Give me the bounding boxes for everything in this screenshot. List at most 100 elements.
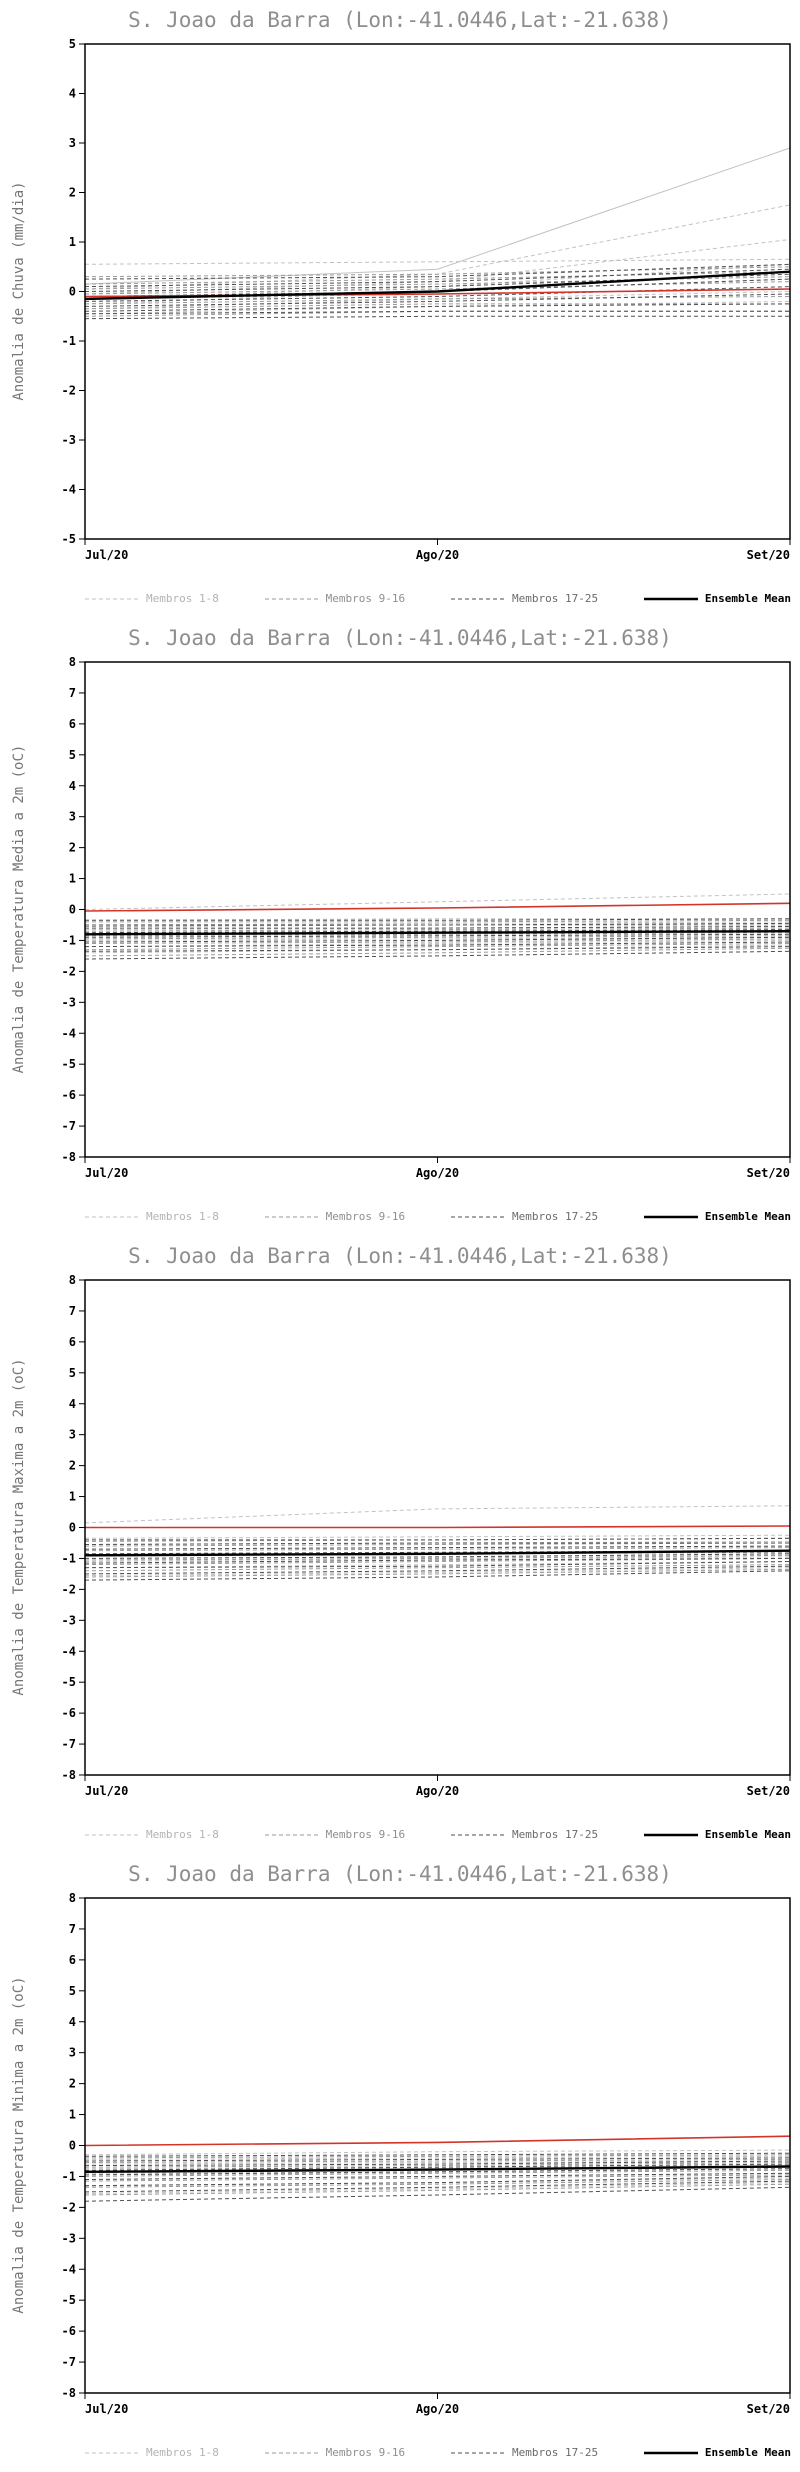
series-line-m17_25 bbox=[84, 2160, 791, 2167]
legend-label: Ensemble Mean bbox=[704, 1210, 791, 1223]
series-line-m17_25 bbox=[84, 1561, 791, 1569]
series-line-m17_25 bbox=[84, 268, 791, 288]
y-tick-label: -5 bbox=[62, 532, 76, 546]
series-line-m17_25 bbox=[84, 2163, 791, 2171]
legend: Membros 1-8 Membros 9-16 Membros 17-25 Ense… bbox=[85, 1210, 791, 1223]
series-line-m1_8 bbox=[84, 936, 791, 941]
series-line-m9_16 bbox=[84, 276, 791, 290]
series-line-m17_25 bbox=[84, 315, 790, 320]
legend-line-swatch bbox=[450, 1834, 505, 1835]
legend-line-swatch bbox=[85, 1834, 139, 1835]
y-tick-label: -6 bbox=[62, 1088, 76, 1102]
y-tick-label: -4 bbox=[62, 2262, 76, 2276]
y-tick-label: 3 bbox=[69, 810, 76, 824]
legend-label: Ensemble Mean bbox=[704, 592, 791, 605]
y-tick-label: -1 bbox=[62, 334, 76, 348]
series-line-m17_25 bbox=[84, 293, 791, 307]
legend-label: Membros 17-25 bbox=[511, 2446, 599, 2459]
chart-panel-temp-minima: S. Joao da Barra (Lon:-41.0446,Lat:-21.6… bbox=[0, 1854, 800, 2472]
y-tick-label: -3 bbox=[62, 995, 76, 1009]
y-tick-label: 1 bbox=[69, 2108, 76, 2122]
y-tick-label: 7 bbox=[69, 1922, 76, 1936]
x-tick-label: Ago/20 bbox=[416, 1166, 459, 1180]
legend: Membros 1-8 Membros 9-16 Membros 17-25 Ense… bbox=[85, 592, 791, 605]
series-line-m17_25 bbox=[84, 950, 791, 960]
series-line-m17_25 bbox=[84, 1550, 791, 1555]
series-line-m1_8 bbox=[84, 2160, 791, 2165]
legend-item: Membros 17-25 bbox=[450, 1210, 598, 1223]
series-line-m17_25 bbox=[85, 1537, 791, 1541]
series-line-m9_16 bbox=[84, 1547, 791, 1552]
series-line-m17_25 bbox=[84, 941, 791, 948]
series-line-m1_8 bbox=[84, 147, 791, 285]
y-tick-label: -8 bbox=[62, 1150, 76, 1164]
x-tick-label: Ago/20 bbox=[416, 1784, 459, 1798]
y-tick-label: 0 bbox=[69, 1521, 76, 1535]
series-line-m9_16 bbox=[84, 2183, 791, 2196]
legend-item: Membros 9-16 bbox=[264, 1828, 405, 1841]
series-line-m17_25 bbox=[85, 926, 791, 929]
y-tick-label: -8 bbox=[62, 2386, 76, 2400]
legend-line-swatch bbox=[450, 1216, 505, 1217]
series-line-mean bbox=[84, 2165, 791, 2173]
series-line-m9_16 bbox=[84, 1557, 791, 1566]
legend-label: Membros 17-25 bbox=[511, 1828, 599, 1841]
legend-item: Ensemble Mean bbox=[643, 1828, 791, 1841]
series-line-m9_16 bbox=[84, 938, 791, 944]
series-line-m17_25 bbox=[84, 310, 790, 315]
legend-line-swatch bbox=[264, 1216, 319, 1217]
series-line-m9_16 bbox=[84, 943, 791, 951]
y-tick-label: 2 bbox=[69, 841, 76, 855]
legend-label: Membros 9-16 bbox=[325, 2446, 406, 2459]
y-tick-label: -1 bbox=[62, 2169, 76, 2183]
series-line-m9_16 bbox=[84, 2174, 791, 2182]
y-tick-label: -8 bbox=[62, 1768, 76, 1782]
series-line-m9_16 bbox=[84, 947, 791, 957]
series-line-m9_16 bbox=[84, 2179, 791, 2188]
series-line-m17_25 bbox=[84, 2172, 791, 2180]
line-chart: -8 -7 -6 -5 -4 -3 -2 -1 0 1 2 3 4 5 6 7 8 Jul/20 Ago/20 Set… bbox=[62, 1273, 791, 1798]
legend-item: Membros 17-25 bbox=[450, 2446, 599, 2459]
x-tick-label: Jul/20 bbox=[85, 548, 128, 562]
series-line-m9_16 bbox=[84, 2154, 791, 2159]
y-tick-label: -3 bbox=[62, 433, 76, 447]
y-tick-label: -5 bbox=[62, 1675, 76, 1689]
y-tick-label: -2 bbox=[62, 964, 76, 978]
series-line-m1_8 bbox=[84, 1534, 791, 1539]
legend-item: Ensemble Mean bbox=[643, 2446, 791, 2459]
y-tick-label: 8 bbox=[69, 1891, 76, 1905]
y-tick-label: -2 bbox=[62, 2200, 76, 2214]
x-tick-label: Ago/20 bbox=[416, 2402, 459, 2416]
legend-item: Membros 17-25 bbox=[450, 1828, 599, 1841]
y-tick-label: -6 bbox=[62, 1706, 76, 1720]
legend-item: Membros 9-16 bbox=[264, 592, 405, 605]
series-line-m17_25 bbox=[84, 2186, 791, 2202]
y-tick-label: 4 bbox=[69, 87, 76, 101]
legend-item: Membros 9-16 bbox=[264, 1210, 405, 1223]
y-tick-label: -7 bbox=[62, 1119, 76, 1133]
y-tick-label: -4 bbox=[62, 483, 76, 497]
series-line-m17_25 bbox=[84, 1565, 791, 1575]
series-line-m17_25 bbox=[84, 929, 791, 934]
legend-label: Membros 1-8 bbox=[146, 1210, 219, 1223]
series-line-m1_8 bbox=[84, 239, 791, 295]
series-line-m1_8 bbox=[84, 258, 791, 265]
series-line-m17_25 bbox=[84, 1570, 791, 1581]
series-line-m17_25 bbox=[84, 2175, 791, 2187]
series-line-m17_25 bbox=[84, 1545, 791, 1550]
series-line-m17_25 bbox=[84, 303, 791, 312]
x-tick-label: Set/20 bbox=[747, 548, 790, 562]
legend-item: Membros 9-16 bbox=[264, 2446, 406, 2459]
legend-item: Ensemble Mean bbox=[643, 592, 791, 605]
series-line-m17_25 bbox=[85, 918, 791, 921]
y-tick-label: 3 bbox=[69, 1428, 76, 1442]
series-line-m9_16 bbox=[84, 1554, 791, 1561]
legend-line-swatch bbox=[264, 598, 319, 599]
series-line-m17_25 bbox=[84, 1553, 791, 1559]
series-line-m9_16 bbox=[85, 919, 791, 923]
series-line-red bbox=[84, 902, 791, 912]
series-line-m1_8 bbox=[84, 2155, 791, 2160]
series-line-m1_8 bbox=[84, 2149, 791, 2156]
series-line-m17_25 bbox=[84, 1542, 790, 1545]
legend-label: Ensemble Mean bbox=[704, 1828, 791, 1841]
